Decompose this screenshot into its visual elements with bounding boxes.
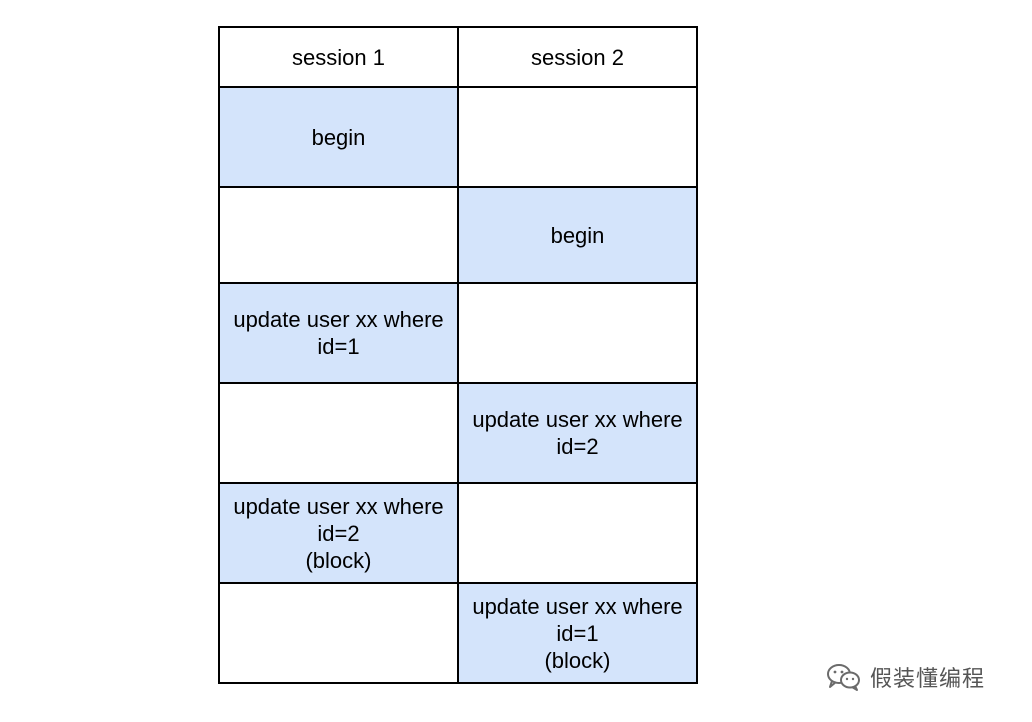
table-row: update user xx where id=2 (block) bbox=[220, 484, 698, 584]
session-1-step-5: update user xx where id=2 (block) bbox=[220, 484, 459, 584]
session-2-step-2: begin bbox=[459, 188, 698, 284]
wechat-icon bbox=[826, 662, 862, 692]
table-row: update user xx where id=1 (block) bbox=[220, 584, 698, 684]
wechat-watermark: 假装懂编程 bbox=[826, 661, 985, 693]
table-row: begin bbox=[220, 188, 698, 284]
header-session-1: session 1 bbox=[220, 28, 459, 88]
table-header-row: session 1 session 2 bbox=[220, 28, 698, 88]
session-1-step-4 bbox=[220, 384, 459, 484]
session-1-step-2 bbox=[220, 188, 459, 284]
session-1-step-6 bbox=[220, 584, 459, 684]
session-1-step-3: update user xx where id=1 bbox=[220, 284, 459, 384]
session-2-step-1 bbox=[459, 88, 698, 188]
table-row: update user xx where id=2 bbox=[220, 384, 698, 484]
table-row: update user xx where id=1 bbox=[220, 284, 698, 384]
header-session-2: session 2 bbox=[459, 28, 698, 88]
session-2-step-3 bbox=[459, 284, 698, 384]
watermark-text: 假装懂编程 bbox=[870, 667, 986, 692]
table-row: begin bbox=[220, 88, 698, 188]
session-timeline-table: session 1 session 2 begin begin update u… bbox=[218, 26, 698, 684]
session-2-step-4: update user xx where id=2 bbox=[459, 384, 698, 484]
session-2-step-6: update user xx where id=1 (block) bbox=[459, 584, 698, 684]
session-1-step-1: begin bbox=[220, 88, 459, 188]
session-2-step-5 bbox=[459, 484, 698, 584]
